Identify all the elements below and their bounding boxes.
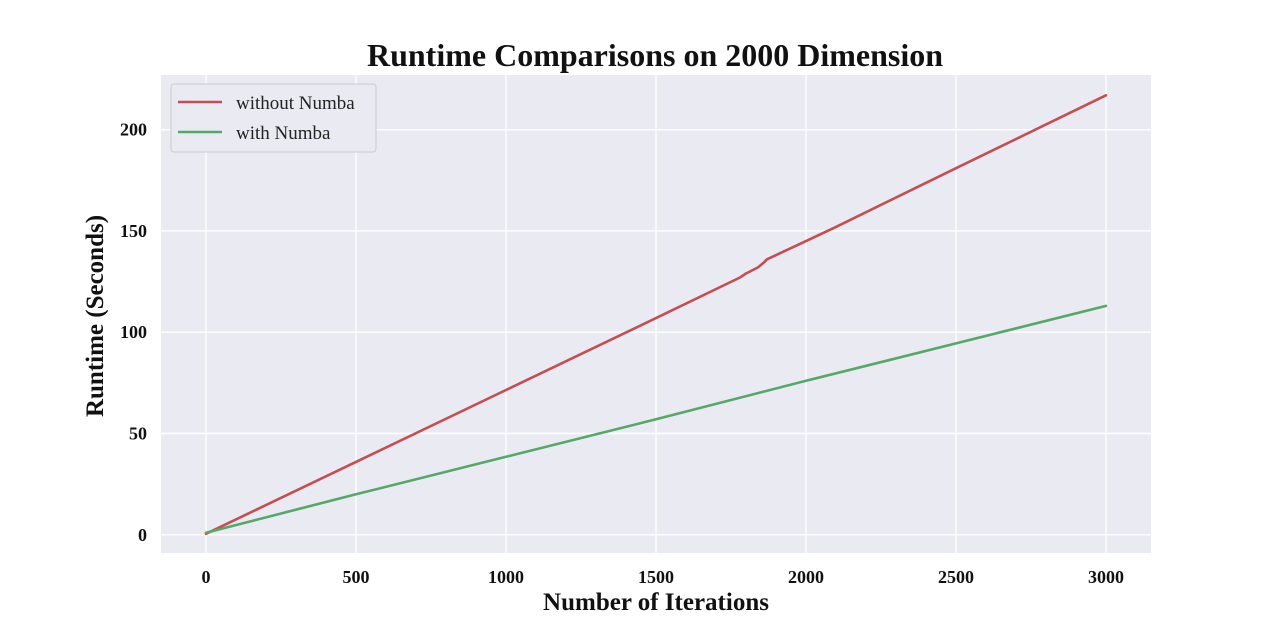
legend-label-with-numba: with Numba bbox=[236, 123, 331, 144]
y-axis-ticks: 0 50 100 150 200 bbox=[120, 120, 147, 545]
x-tick-label: 1000 bbox=[488, 567, 524, 587]
x-tick-label: 2000 bbox=[788, 567, 824, 587]
x-tick-label: 1500 bbox=[638, 567, 674, 587]
y-tick-label: 200 bbox=[120, 120, 147, 140]
x-tick-label: 2500 bbox=[938, 567, 974, 587]
legend: without Numba with Numba bbox=[170, 83, 377, 153]
series-line-without-numba bbox=[204, 94, 1108, 536]
y-axis-label: Runtime (Seconds) bbox=[82, 215, 109, 417]
y-tick-label: 50 bbox=[129, 424, 147, 444]
x-tick-label: 500 bbox=[343, 567, 370, 587]
chart-title: Runtime Comparisons on 2000 Dimension bbox=[367, 37, 943, 73]
series-line-with-numba bbox=[204, 304, 1108, 535]
y-tick-label: 100 bbox=[120, 322, 147, 342]
x-axis-ticks: 0 500 1000 1500 2000 2500 3000 bbox=[202, 567, 1125, 587]
series-layer bbox=[204, 94, 1108, 536]
x-tick-label: 3000 bbox=[1088, 567, 1124, 587]
y-tick-label: 0 bbox=[138, 525, 147, 545]
legend-label-without-numba: without Numba bbox=[236, 93, 355, 114]
x-axis-label: Number of Iterations bbox=[543, 589, 769, 616]
legend-box bbox=[170, 83, 377, 153]
y-tick-label: 150 bbox=[120, 221, 147, 241]
x-tick-label: 0 bbox=[202, 567, 211, 587]
grid bbox=[161, 75, 1151, 553]
